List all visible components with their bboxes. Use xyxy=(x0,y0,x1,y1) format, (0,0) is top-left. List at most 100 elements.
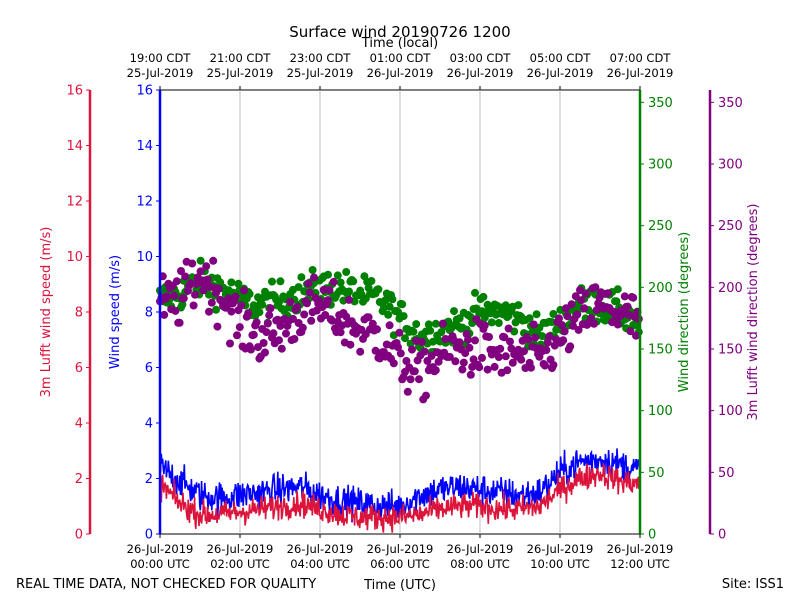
direction-point xyxy=(384,310,393,319)
lufft-direction-points xyxy=(156,256,643,404)
bottom-tick-time: 10:00 UTC xyxy=(530,557,590,571)
direction-point xyxy=(203,275,212,284)
direction-point xyxy=(237,301,246,310)
direction-point xyxy=(566,342,575,351)
direction-point xyxy=(294,283,303,292)
direction-point xyxy=(266,304,275,313)
direction-point xyxy=(336,278,345,287)
direction-point xyxy=(531,333,540,342)
direction-point xyxy=(319,285,328,294)
top-tick-time: 01:00 CDT xyxy=(370,51,432,65)
axis-tick-label: 12 xyxy=(136,195,153,210)
top-tick-time: 19:00 CDT xyxy=(130,51,192,65)
direction-point xyxy=(626,327,635,336)
top-tick-date: 25-Jul-2019 xyxy=(207,66,274,80)
direction-point xyxy=(613,320,622,329)
direction-point xyxy=(451,357,460,366)
direction-point xyxy=(529,320,538,329)
direction-point xyxy=(181,272,190,281)
direction-point xyxy=(555,314,563,323)
direction-point xyxy=(532,310,541,319)
direction-point xyxy=(381,296,390,305)
direction-point xyxy=(542,346,551,355)
direction-point xyxy=(329,277,338,286)
direction-point xyxy=(577,296,586,305)
direction-point xyxy=(464,335,472,344)
bottom-tick-time: 06:00 UTC xyxy=(370,557,430,571)
direction-point xyxy=(175,318,184,327)
direction-point xyxy=(189,301,198,310)
direction-point xyxy=(252,318,261,327)
direction-point xyxy=(455,314,464,323)
axis-tick-label: 16 xyxy=(136,84,153,99)
direction-point xyxy=(517,355,526,364)
bottom-tick-date: 26-Jul-2019 xyxy=(527,542,594,556)
direction-point xyxy=(503,366,512,375)
direction-point xyxy=(303,299,311,308)
direction-point xyxy=(247,345,255,354)
direction-point xyxy=(504,324,513,333)
axis-tick-label: 10 xyxy=(66,250,83,265)
direction-point xyxy=(214,284,223,293)
axis-tick-label: 2 xyxy=(75,472,83,487)
direction-point xyxy=(163,292,171,301)
direction-point xyxy=(406,375,415,384)
direction-point xyxy=(290,335,299,343)
direction-point xyxy=(471,336,479,345)
direction-point xyxy=(545,332,554,341)
direction-point xyxy=(478,353,486,362)
direction-point xyxy=(213,322,222,331)
direction-point xyxy=(469,355,478,364)
direction-point xyxy=(188,259,197,268)
direction-point xyxy=(310,273,318,282)
direction-point xyxy=(590,319,598,328)
direction-point xyxy=(367,277,376,285)
direction-point xyxy=(207,298,216,307)
axis-tick-label: 250 xyxy=(648,219,673,234)
direction-point xyxy=(315,296,324,305)
axis-tick-label: 200 xyxy=(648,281,673,296)
site-label: Site: ISS1 xyxy=(722,577,784,592)
bottom-tick-date: 26-Jul-2019 xyxy=(287,542,354,556)
lufft_speed-axis: 0 2 4 6 8 10 12 14 16 3m Lufft wind speed (m/s) xyxy=(39,84,92,543)
direction-point xyxy=(543,338,552,347)
chart-title: Surface wind 20190726 1200 xyxy=(289,23,510,41)
direction-point xyxy=(212,305,220,314)
direction-point xyxy=(632,331,640,340)
direction-point xyxy=(289,314,297,323)
direction-point xyxy=(276,321,285,330)
direction-point xyxy=(525,314,534,323)
direction-point xyxy=(191,290,199,299)
direction-point xyxy=(613,285,622,294)
wind_dir-axis: 0 50 100 150 200 250 300 350 Wind direction (deg… xyxy=(638,90,692,543)
direction-point xyxy=(422,391,430,400)
axis-tick-label: 12 xyxy=(66,195,83,210)
top-tick-date: 25-Jul-2019 xyxy=(287,66,354,80)
direction-point xyxy=(541,361,549,370)
direction-point xyxy=(371,346,380,355)
direction-point xyxy=(374,285,383,294)
direction-point xyxy=(571,292,580,301)
axis-tick-label: 0 xyxy=(145,528,153,543)
direction-point xyxy=(297,273,306,282)
axis-tick-label: 150 xyxy=(718,343,743,358)
quality-warning: REAL TIME DATA, NOT CHECKED FOR QUALITY xyxy=(16,577,316,592)
axis-tick-label: 200 xyxy=(718,281,743,296)
direction-point xyxy=(506,337,514,346)
direction-point xyxy=(398,300,407,309)
top-tick-date: 26-Jul-2019 xyxy=(527,66,594,80)
axis-tick-label: 100 xyxy=(718,404,743,419)
direction-point xyxy=(623,302,632,311)
direction-point xyxy=(524,335,533,344)
axis-tick-label: 8 xyxy=(75,306,83,321)
direction-point xyxy=(345,295,353,304)
direction-point xyxy=(562,304,570,313)
axis-tick-label: 14 xyxy=(66,139,83,154)
axis-tick-label: 10 xyxy=(136,250,153,265)
direction-point xyxy=(172,277,181,286)
lufft_speed-axis-label: 3m Lufft wind speed (m/s) xyxy=(39,227,54,398)
direction-point xyxy=(235,323,244,332)
direction-point xyxy=(450,307,458,316)
